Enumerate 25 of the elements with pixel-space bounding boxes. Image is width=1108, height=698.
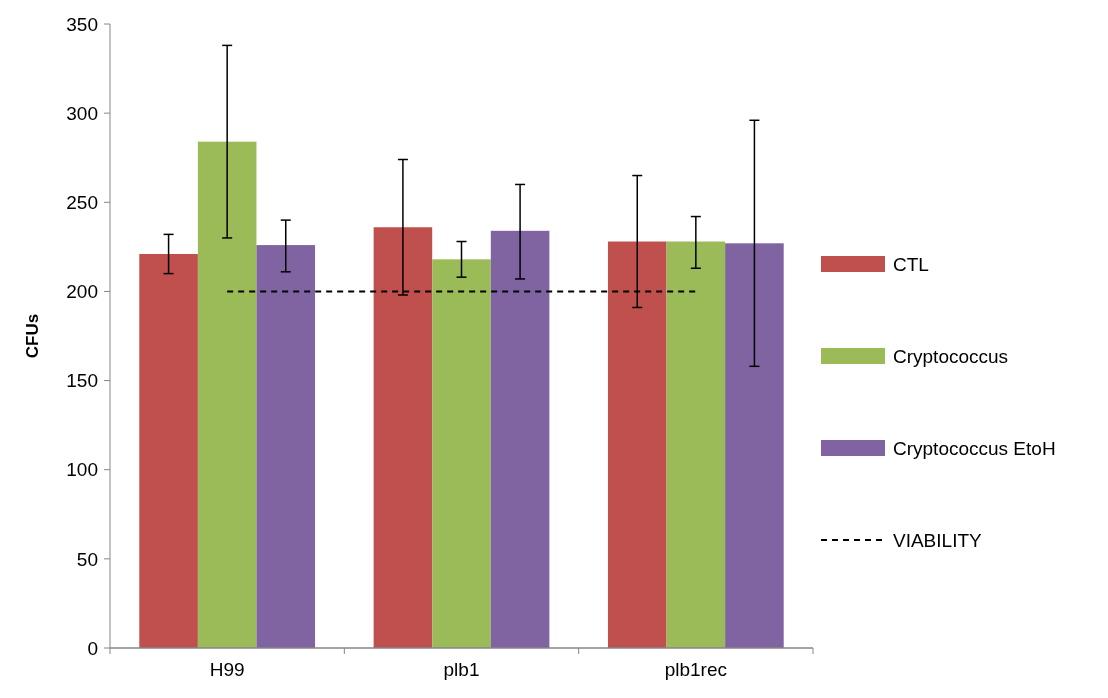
bar xyxy=(725,243,784,648)
y-tick-label: 150 xyxy=(66,370,98,392)
legend-label: Cryptococcus xyxy=(893,345,1009,367)
bar xyxy=(139,253,198,648)
bar xyxy=(666,241,726,648)
bar xyxy=(432,259,491,648)
y-tick-label: 50 xyxy=(76,548,98,570)
y-tick-label: 100 xyxy=(66,459,98,481)
bar xyxy=(607,241,667,648)
bar xyxy=(373,227,433,648)
x-tick-label: plb1 xyxy=(443,659,480,680)
y-tick-label: 0 xyxy=(87,637,98,659)
bar xyxy=(490,230,550,648)
y-tick-label: 350 xyxy=(66,13,98,35)
legend-label: Cryptococcus EtoH xyxy=(893,437,1056,459)
y-axis-title: CFUs xyxy=(23,313,42,359)
legend-label: VIABILITY xyxy=(893,529,983,551)
y-tick-label: 300 xyxy=(66,102,98,124)
y-tick-label: 200 xyxy=(66,281,98,303)
bar xyxy=(256,245,316,648)
x-tick-label: H99 xyxy=(209,659,245,680)
bar xyxy=(197,141,257,648)
x-tick-label: plb1rec xyxy=(664,659,727,680)
legend-label: CTL xyxy=(893,253,929,275)
y-tick-label: 250 xyxy=(66,191,98,213)
